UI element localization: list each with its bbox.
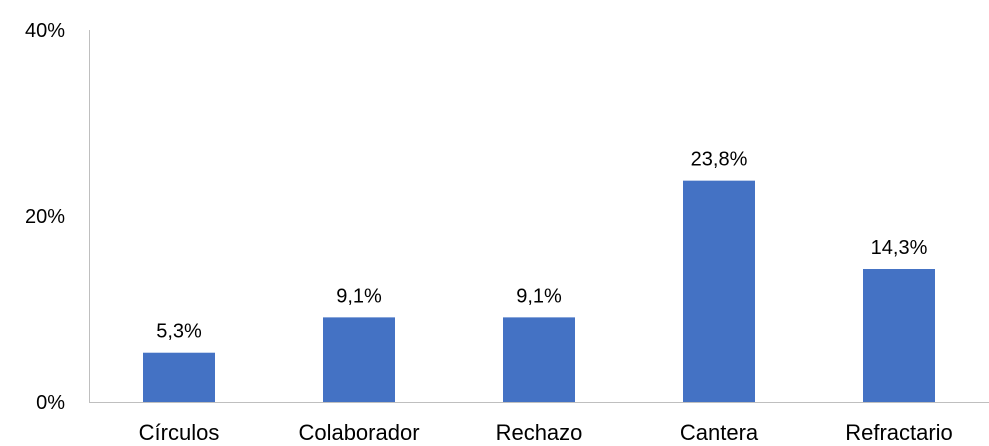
data-label: 9,1%: [516, 285, 562, 307]
bars-layer: [143, 180, 935, 402]
x-tick-label: Rechazo: [496, 420, 583, 441]
bar: [683, 180, 755, 402]
x-tick-label: Refractario: [845, 420, 953, 441]
y-tick-label: 0%: [36, 392, 65, 414]
bar: [323, 317, 395, 402]
data-label: 23,8%: [691, 149, 748, 171]
data-label: 9,1%: [336, 285, 382, 307]
data-label: 5,3%: [156, 321, 202, 343]
y-tick-label: 40%: [25, 20, 65, 42]
data-label: 14,3%: [871, 237, 928, 259]
axis-layer: 0% 20% 40%: [25, 20, 989, 414]
bar: [863, 269, 935, 402]
bar: [143, 352, 215, 402]
x-tick-label: Círculos: [139, 420, 220, 441]
y-tick-label: 20%: [25, 206, 65, 228]
x-tick-label: Cantera: [680, 420, 759, 441]
x-tick-label: Colaborador: [298, 420, 419, 441]
bar: [503, 317, 575, 402]
